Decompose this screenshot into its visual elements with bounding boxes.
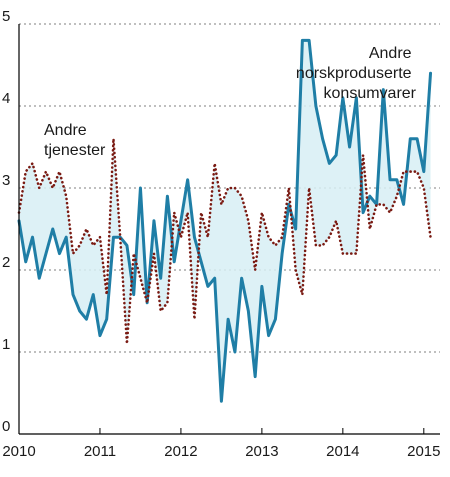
- y-tick-label-5: 5: [2, 8, 10, 25]
- series-label-line2-text-2: konsumvarer: [324, 85, 417, 102]
- series-label-line2-text-0: Andre: [369, 45, 412, 62]
- y-tick-label-0: 0: [2, 418, 10, 435]
- series-line-1: [17, 137, 432, 346]
- series-line-0: [17, 38, 433, 403]
- series-lines: [17, 38, 433, 403]
- between-series-area: [19, 40, 431, 402]
- y-tick-label-4: 4: [2, 90, 10, 107]
- series-label-line2-text-1: norskproduserte: [296, 65, 412, 82]
- axes: [18, 24, 440, 435]
- x-tick-label-2013: 2013: [245, 443, 278, 460]
- x-tick-label-2015: 2015: [407, 443, 440, 460]
- y-tick-label-1: 1: [2, 336, 10, 353]
- y-tick-label-2: 2: [2, 254, 10, 271]
- tick-labels: 0 1 2 3 4 5 2010 2011 2012 2013 2014 2015: [2, 8, 440, 460]
- series-label-line1: Andre tjenester: [44, 122, 106, 159]
- x-tick-label-2011: 2011: [84, 443, 116, 460]
- x-tick-label-2014: 2014: [326, 443, 359, 460]
- series-label-line2: Andre norskproduserte konsumvarer: [296, 45, 417, 102]
- fill-area: [19, 40, 431, 402]
- y-tick-label-3: 3: [2, 172, 10, 189]
- x-tick-label-2012: 2012: [164, 443, 197, 460]
- series-label-line1-text-1: tjenester: [44, 142, 106, 159]
- x-tick-label-2010: 2010: [2, 443, 35, 460]
- series-label-line1-text-0: Andre: [44, 122, 87, 139]
